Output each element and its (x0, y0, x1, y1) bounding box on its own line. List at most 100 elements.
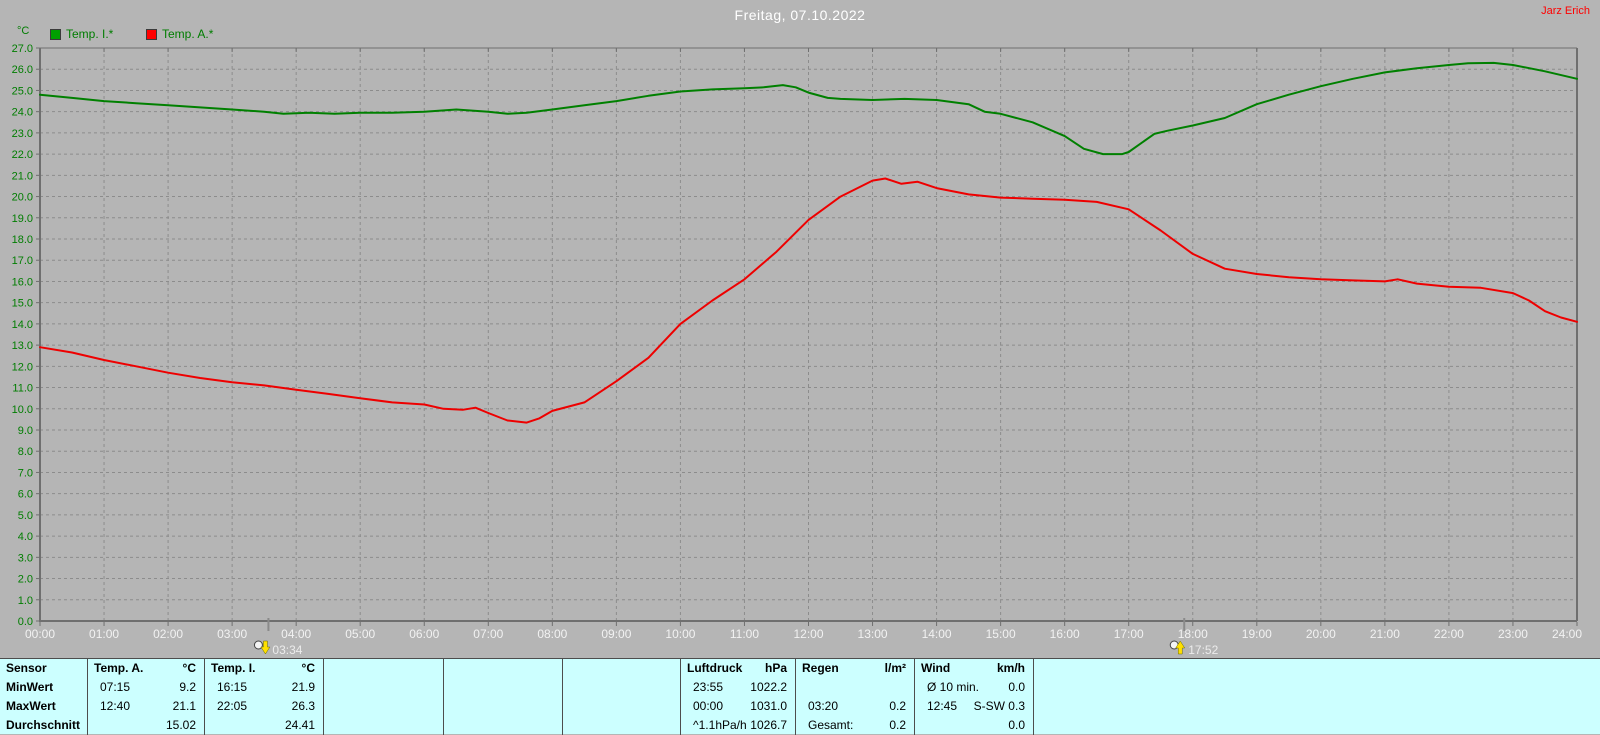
y-tick-label: 1.0 (18, 595, 33, 607)
legend-item-temp-i: Temp. I.* (50, 27, 113, 41)
stats-cell-time: 16:15 (217, 680, 248, 694)
stats-cell-value: 1022.2 (750, 680, 787, 694)
y-tick-label: 16.0 (12, 276, 33, 288)
stats-cell-value (672, 678, 680, 697)
stats-col-header: Temp. I. °C (205, 659, 323, 678)
stats-col-unit: hPa (764, 661, 787, 675)
y-tick-label: 22.0 (12, 149, 33, 161)
stats-col-unit: km/h (996, 661, 1025, 675)
x-tick-label: 13:00 (858, 627, 888, 641)
stats-cell-time (915, 716, 927, 735)
x-tick-label: 19:00 (1242, 627, 1272, 641)
stats-cell-value (435, 697, 443, 716)
y-tick-label: 14.0 (12, 319, 33, 331)
y-tick-label: 4.0 (18, 531, 33, 543)
y-tick-label: 18.0 (12, 234, 33, 246)
stats-cell-value: 0.0 (1008, 718, 1025, 732)
x-tick-label: 06:00 (409, 627, 439, 641)
y-tick-label: 9.0 (18, 425, 33, 437)
x-tick-label: 11:00 (730, 627, 759, 641)
stats-col-header: Regen l/m² (796, 659, 914, 678)
series-temp-i-line (39, 61, 1578, 156)
x-tick-label: 03:00 (217, 627, 247, 641)
y-tick-label: 12.0 (12, 361, 33, 373)
x-tick-label: 17:00 (1114, 627, 1144, 641)
stats-cell-time: 12:40 (100, 699, 131, 713)
stats-col-unit (554, 659, 562, 678)
stats-cell-time: 22:05 (217, 699, 248, 713)
stats-col-name: Luftdruck (687, 661, 743, 675)
y-tick-label: 26.0 (12, 64, 33, 76)
moonset-icon (253, 640, 271, 655)
stats-cell-value: 0.0 (1008, 680, 1025, 694)
stats-cell-value (554, 678, 562, 697)
stats-cell-time (796, 678, 808, 697)
stats-cell-time: 07:15 (100, 680, 131, 694)
stats-col-name (563, 659, 569, 678)
stats-cell-time (444, 697, 456, 716)
stats-row: 23:55 1022.2 (681, 678, 795, 697)
stats-cell-value: 1026.7 (750, 718, 787, 732)
stats-cell-time: Ø 10 min. (927, 680, 980, 694)
stats-cell-value: 9.2 (179, 680, 196, 694)
stats-row (444, 678, 562, 697)
y-tick-label: 21.0 (12, 170, 33, 182)
green-square-icon (50, 28, 61, 40)
stats-cell-value (435, 716, 443, 735)
moonrise-marker: 17:52 (1169, 618, 1219, 657)
stats-col-name (444, 659, 450, 678)
stats-cell-value: 0.2 (889, 718, 906, 732)
stats-cell-time (88, 716, 100, 735)
x-tick-label: 08:00 (537, 627, 567, 641)
stats-cell-value (554, 697, 562, 716)
stats-cell-value (906, 678, 914, 697)
stats-col-name: Temp. A. (94, 661, 144, 675)
stats-col-header (444, 659, 562, 678)
stats-cell-value (672, 716, 680, 735)
x-tick-label: 05:00 (345, 627, 375, 641)
x-tick-label: 00:00 (25, 627, 55, 641)
temperature-chart: 27.0 26.0 25.0 24.0 23.0 22.0 21.0 20.0 19.0 18.0… (12, 43, 1583, 657)
stats-row: Gesamt: 0.2 (796, 716, 914, 735)
stats-cell-time (563, 716, 575, 735)
x-tick-label: 07:00 (473, 627, 503, 641)
stats-col-name: Regen (802, 661, 839, 675)
stats-row: 15.02 (88, 716, 204, 735)
moon-glyph (253, 640, 263, 650)
y-tick-label: 7.0 (18, 467, 33, 479)
y-tick-label: 20.0 (12, 192, 33, 204)
stats-cell-time (563, 697, 575, 716)
chart-title: Freitag, 07.10.2022 (734, 7, 866, 23)
stats-row: 16:15 21.9 (205, 678, 323, 697)
stats-column-luftdruck: Luftdruck hPa 23:55 1022.2 00:00 1031.0 ^1.1hP… (681, 659, 796, 735)
x-tick-label: 15:00 (986, 627, 1016, 641)
stats-col-header: Temp. A. °C (88, 659, 204, 678)
y-tick-label: 24.0 (12, 107, 33, 119)
stats-column-filler (1034, 659, 1600, 735)
y-tick-label: 19.0 (12, 213, 33, 225)
stats-row (563, 716, 680, 735)
stats-row: 22:05 26.3 (205, 697, 323, 716)
stats-column-empty (324, 659, 444, 735)
stats-row: 00:00 1031.0 (681, 697, 795, 716)
stats-col-name: Temp. I. (211, 661, 256, 675)
x-tick-label: 21:00 (1370, 627, 1400, 641)
y-tick-label: 8.0 (18, 446, 33, 458)
y-tick-label: 15.0 (12, 298, 33, 310)
moonrise-icon (1169, 640, 1186, 655)
stats-cell-time: 12:45 (927, 699, 958, 713)
y-tick-label: 0.0 (18, 616, 33, 628)
stats-column-temp-i: Temp. I. °C 16:15 21.9 22:05 26.3 24.41 (205, 659, 324, 735)
stats-cell-value: 21.9 (291, 680, 315, 694)
stats-col-unit (435, 659, 443, 678)
stats-row-label: Durchschnitt (6, 718, 81, 732)
x-tick-label: 22:00 (1434, 627, 1464, 641)
y-axis-unit-label: °C (17, 25, 30, 37)
y-tick-label: 6.0 (18, 489, 33, 501)
stats-col-unit (672, 659, 680, 678)
stats-cell-time (324, 697, 336, 716)
stats-row-label: MaxWert (6, 699, 56, 713)
arrow-glyph (1175, 640, 1186, 655)
stats-column-wind: Wind km/h Ø 10 min. 0.0 12:45 S-SW 0.3 0.0 (915, 659, 1034, 735)
moonset-marker: 03:34 (253, 618, 303, 657)
